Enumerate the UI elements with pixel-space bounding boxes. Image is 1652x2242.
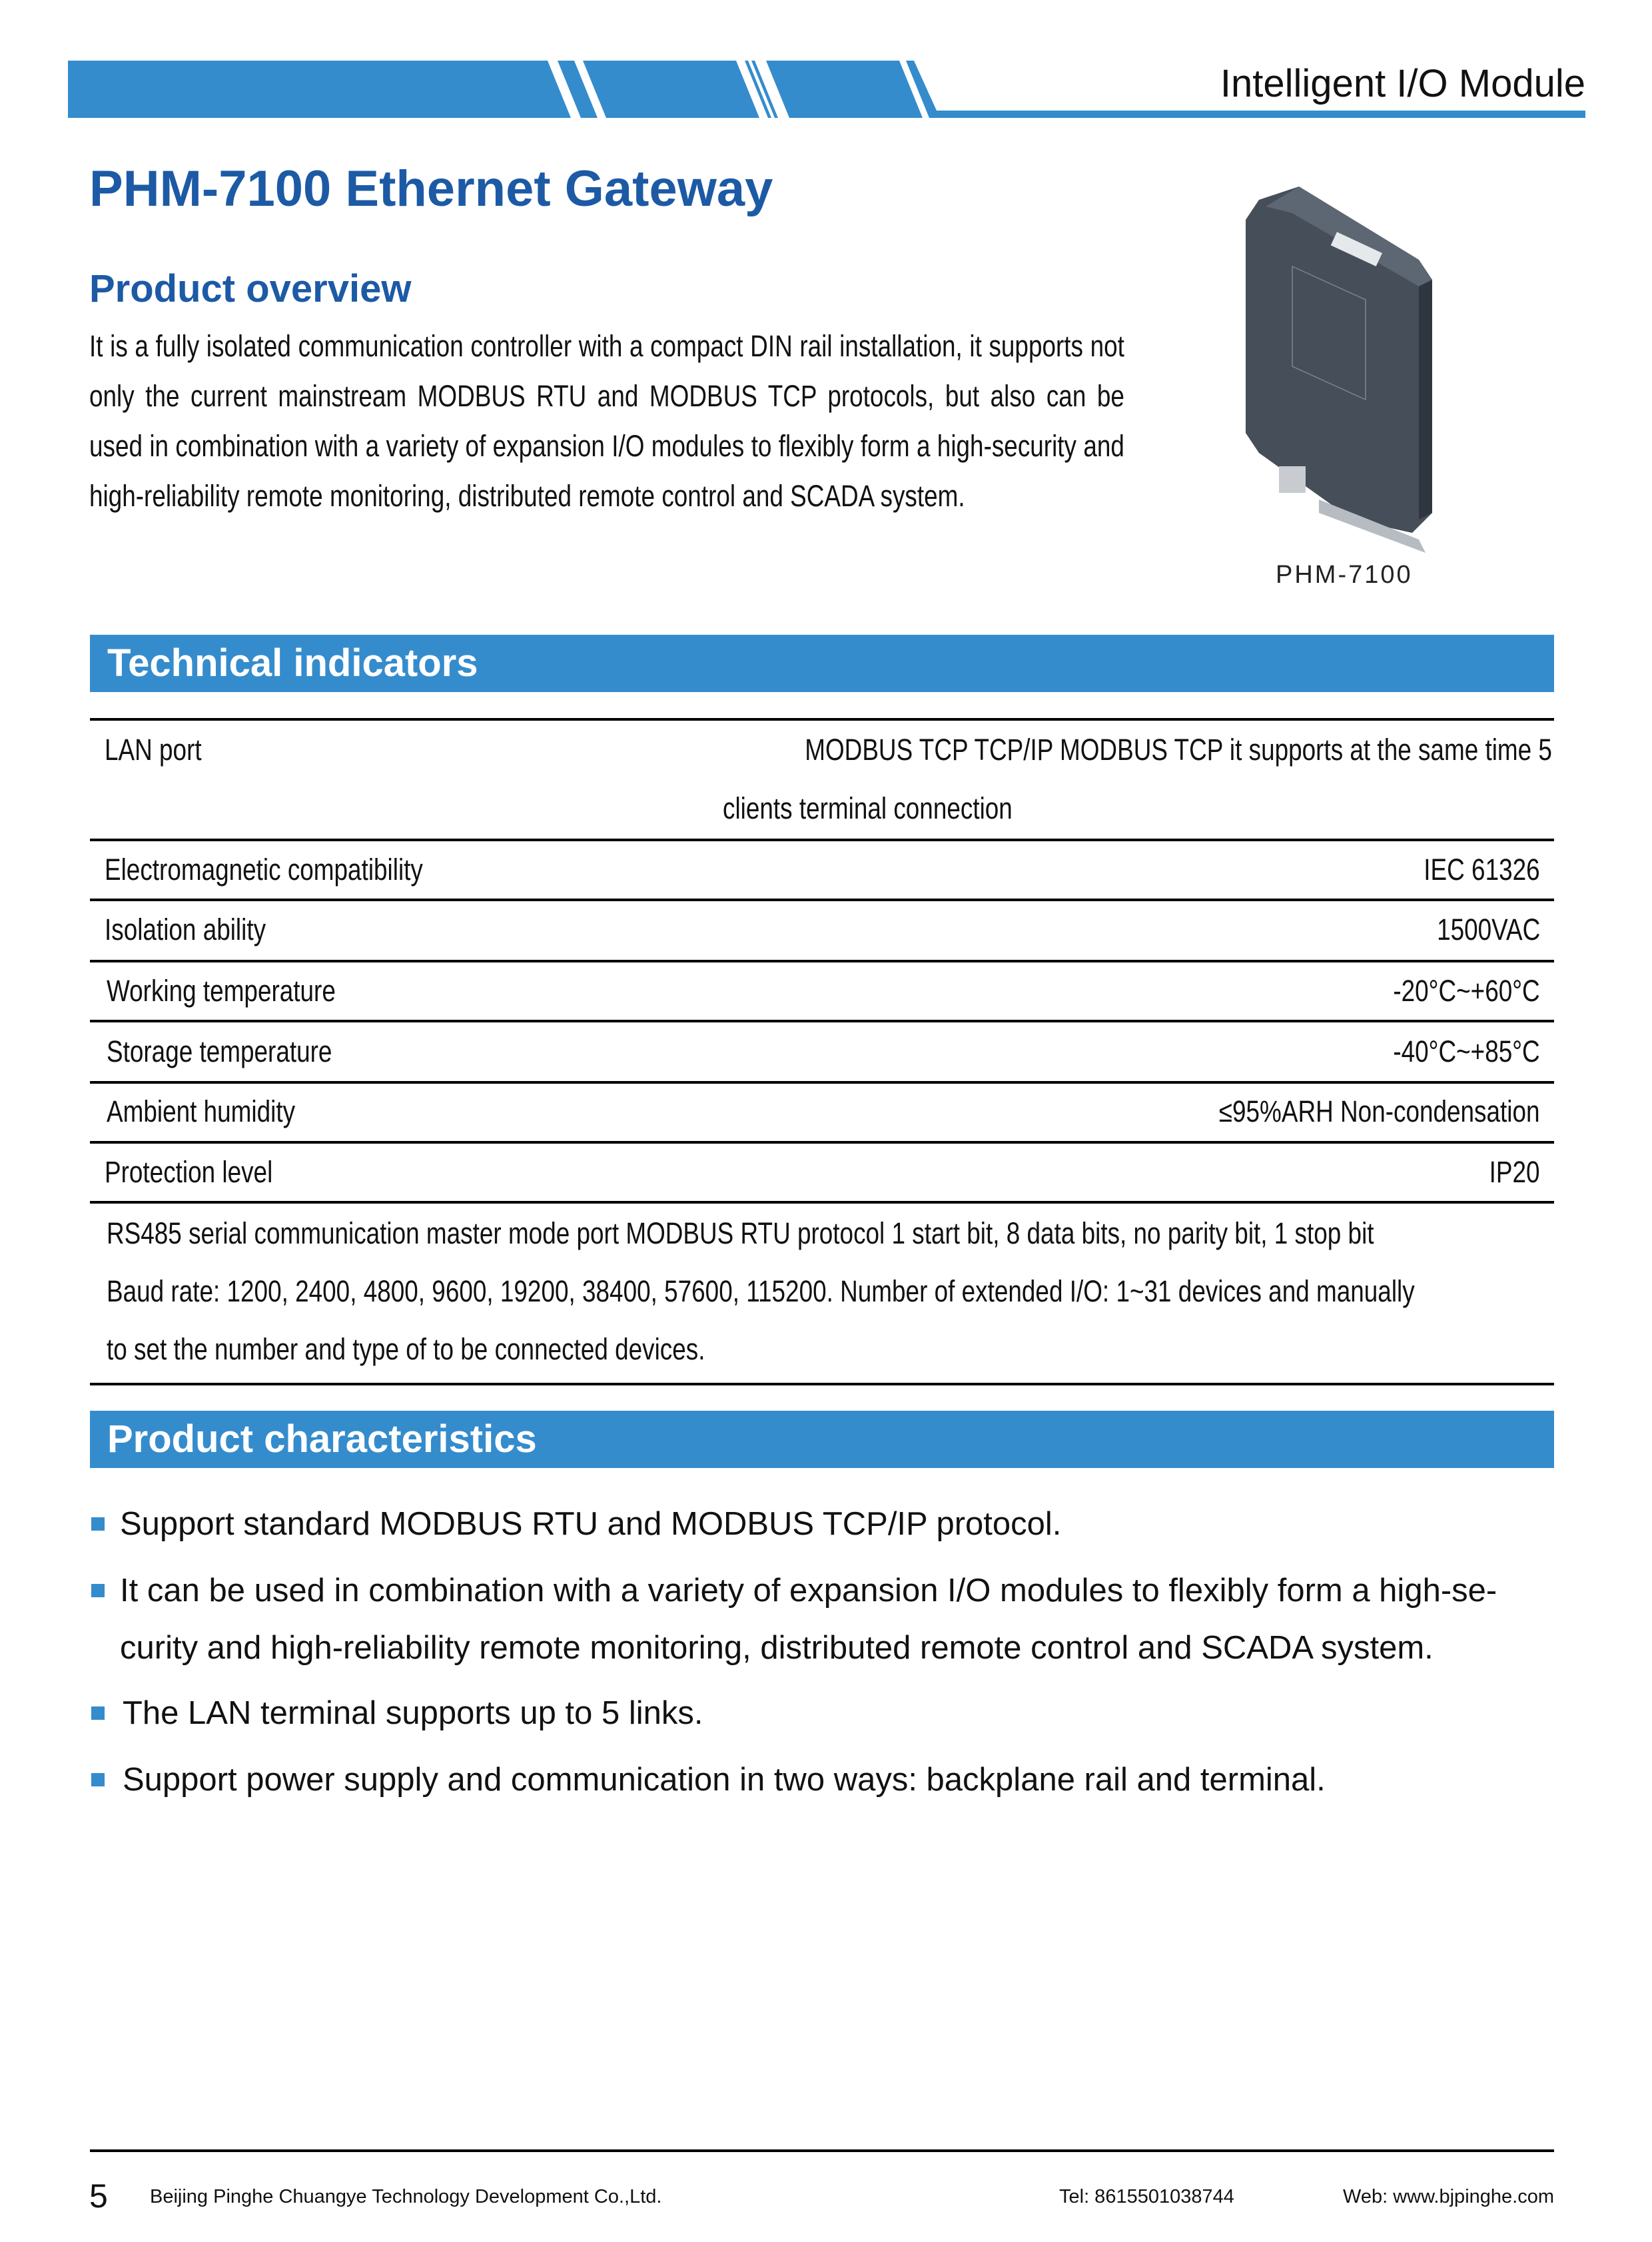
table-rule [90, 839, 1554, 841]
row-label: Protection level [105, 1155, 273, 1189]
table-rule [90, 1141, 1554, 1144]
table-rule [90, 1020, 1554, 1022]
table-rule [90, 1081, 1554, 1084]
rs485-line: RS485 serial communication master mode p… [107, 1216, 1374, 1250]
table-rule [90, 1201, 1554, 1204]
table-rule [90, 960, 1554, 962]
row-label: Working temperature [107, 974, 336, 1008]
technical-indicators-heading: Technical indicators [90, 635, 1554, 692]
row-value: -40°C~+85°C [1393, 1034, 1540, 1068]
row-value: MODBUS TCP TCP/IP MODBUS TCP it supports… [805, 733, 1552, 767]
row-label: Storage temperature [107, 1034, 332, 1068]
row-value-cont: clients terminal connection [723, 791, 1013, 825]
list-item-text: The LAN terminal supports up to 5 links. [123, 1695, 703, 1731]
footer-web[interactable]: Web: www.bjpinghe.com [1342, 2186, 1554, 2207]
footer-tel: Tel: 8615501038744 [1059, 2186, 1234, 2207]
footer-company: Beijing Pinghe Chuangye Technology Devel… [150, 2186, 662, 2207]
list-item-text: curity and high-reliability remote monit… [120, 1630, 1434, 1666]
row-label: Ambient humidity [107, 1094, 296, 1128]
list-item-text: Support standard MODBUS RTU and MODBUS T… [120, 1506, 1062, 1542]
rs485-line: to set the number and type of to be conn… [107, 1332, 705, 1366]
list-item-text: Support power supply and communication i… [123, 1762, 1326, 1798]
row-value: IEC 61326 [1424, 853, 1540, 887]
square-bullet-icon [91, 1517, 105, 1531]
row-label: Isolation ability [105, 913, 266, 946]
image-caption: PHM-7100 [1276, 561, 1413, 589]
overview-heading: Product overview [89, 267, 412, 310]
row-value: ≤95%ARH Non-condensation [1219, 1094, 1540, 1128]
row-label: LAN port [105, 733, 202, 767]
row-value: 1500VAC [1436, 913, 1540, 946]
square-bullet-icon [91, 1706, 105, 1720]
header-banner [68, 61, 1585, 118]
product-characteristics-heading: Product characteristics [90, 1411, 1554, 1468]
square-bullet-icon [91, 1773, 105, 1786]
table-rule [90, 1383, 1554, 1385]
overview-text: It is a fully isolated communication con… [89, 329, 1124, 513]
table-rule [90, 718, 1554, 721]
page-title: PHM-7100 Ethernet Gateway [89, 161, 773, 217]
list-item-text: It can be used in combination with a var… [120, 1573, 1497, 1609]
header-title: Intelligent I/O Module [1220, 62, 1585, 105]
square-bullet-icon [91, 1584, 105, 1597]
row-value: IP20 [1489, 1155, 1540, 1189]
row-label: Electromagnetic compatibility [105, 853, 423, 887]
rs485-line: Baud rate: 1200, 2400, 4800, 9600, 19200… [107, 1274, 1415, 1308]
row-value: -20°C~+60°C [1393, 974, 1540, 1008]
page-number: 5 [89, 2177, 108, 2215]
table-rule [90, 899, 1554, 901]
footer-rule [90, 2149, 1554, 2152]
product-image [1246, 187, 1432, 553]
